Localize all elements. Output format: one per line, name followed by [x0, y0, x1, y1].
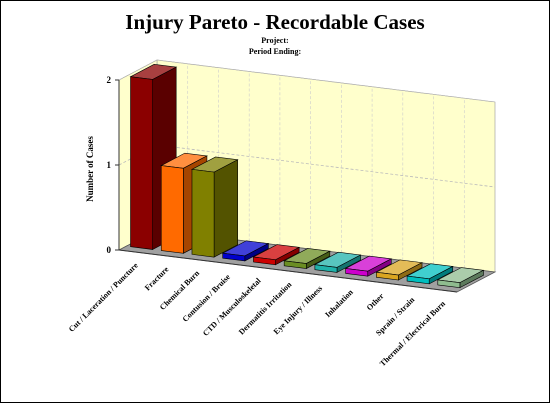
y-tick-label: 2 [107, 75, 112, 85]
chart-subtitle-project: Project: [261, 36, 288, 45]
bar[interactable] [314, 264, 338, 273]
bar[interactable] [222, 252, 246, 262]
bar[interactable] [406, 275, 430, 285]
x-tick-label: Other [365, 291, 386, 312]
chart-subtitle-period: Period Ending: [249, 47, 301, 56]
y-tick-label: 1 [107, 160, 112, 170]
gridline [156, 144, 496, 188]
x-tick-label: Fracture [143, 264, 171, 292]
bar[interactable] [130, 76, 153, 250]
x-tick-label: CTD / Musculoskeletal [201, 276, 263, 338]
bar[interactable] [376, 271, 399, 281]
chart-title: Injury Pareto - Recordable Cases [125, 10, 424, 34]
x-tick-label: Cut / Laceration / Puncture [67, 261, 140, 334]
gridline [156, 59, 496, 103]
bar[interactable] [160, 165, 184, 254]
bar[interactable] [437, 279, 461, 289]
bar[interactable] [191, 169, 215, 258]
gridline-side [118, 59, 158, 81]
x-axis [118, 249, 458, 293]
bar[interactable] [253, 256, 276, 266]
x-tick-label: Thermal / Electrical Burn [378, 299, 447, 368]
bar-side [213, 159, 238, 258]
x-tick-label: Inhalation [323, 287, 355, 319]
bar[interactable] [283, 260, 307, 269]
bar[interactable] [345, 268, 369, 277]
y-tick-label: 0 [107, 245, 112, 255]
y-axis-label: Number of Cases [85, 136, 95, 202]
